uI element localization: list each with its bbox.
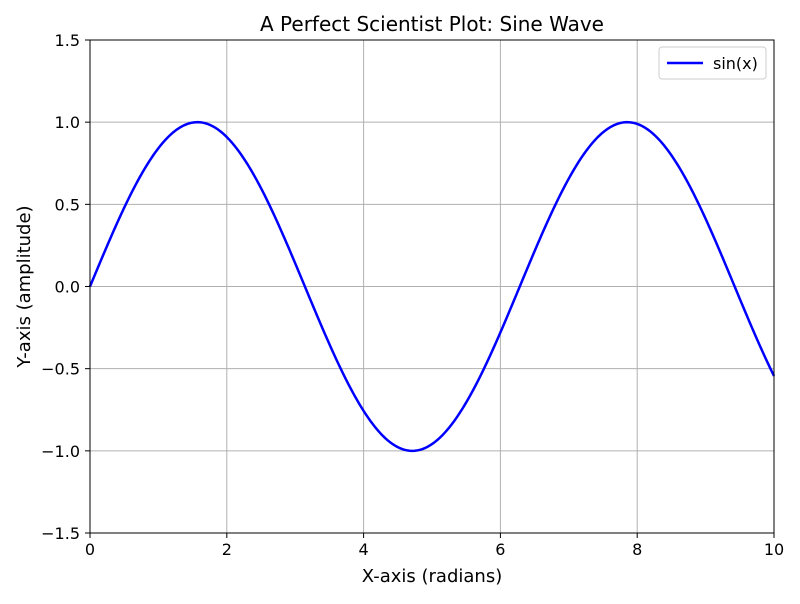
legend: sin(x) [658,46,767,80]
x-axis-label: X-axis (radians) [362,566,502,587]
ticks: 0 2 4 6 8 10 −1.5 −1.0 −0.5 0.0 0.5 1.0 1.5 [41,31,784,559]
y-tick-label: −1.5 [41,524,80,543]
chart-title: A Perfect Scientist Plot: Sine Wave [260,12,604,36]
x-tick-label: 4 [359,540,369,559]
y-tick-label: 1.5 [55,31,80,50]
y-tick-label: −0.5 [41,360,80,379]
y-axis-label: Y-axis (amplitude) [14,205,35,368]
y-tick-label: 0.5 [55,195,80,214]
grid [89,39,775,534]
series-line-sin [88,120,776,453]
y-tick-label: 0.0 [55,278,80,297]
y-tick-label: 1.0 [55,113,80,132]
series-layer [88,120,776,453]
x-tick-label: 6 [495,540,505,559]
y-tick-label: −1.0 [41,442,80,461]
x-tick-label: 2 [222,540,232,559]
x-tick-label: 8 [632,540,642,559]
x-tick-label: 10 [764,540,784,559]
legend-box [658,46,767,80]
legend-label-sin: sin(x) [713,54,758,73]
x-tick-label: 0 [85,540,95,559]
